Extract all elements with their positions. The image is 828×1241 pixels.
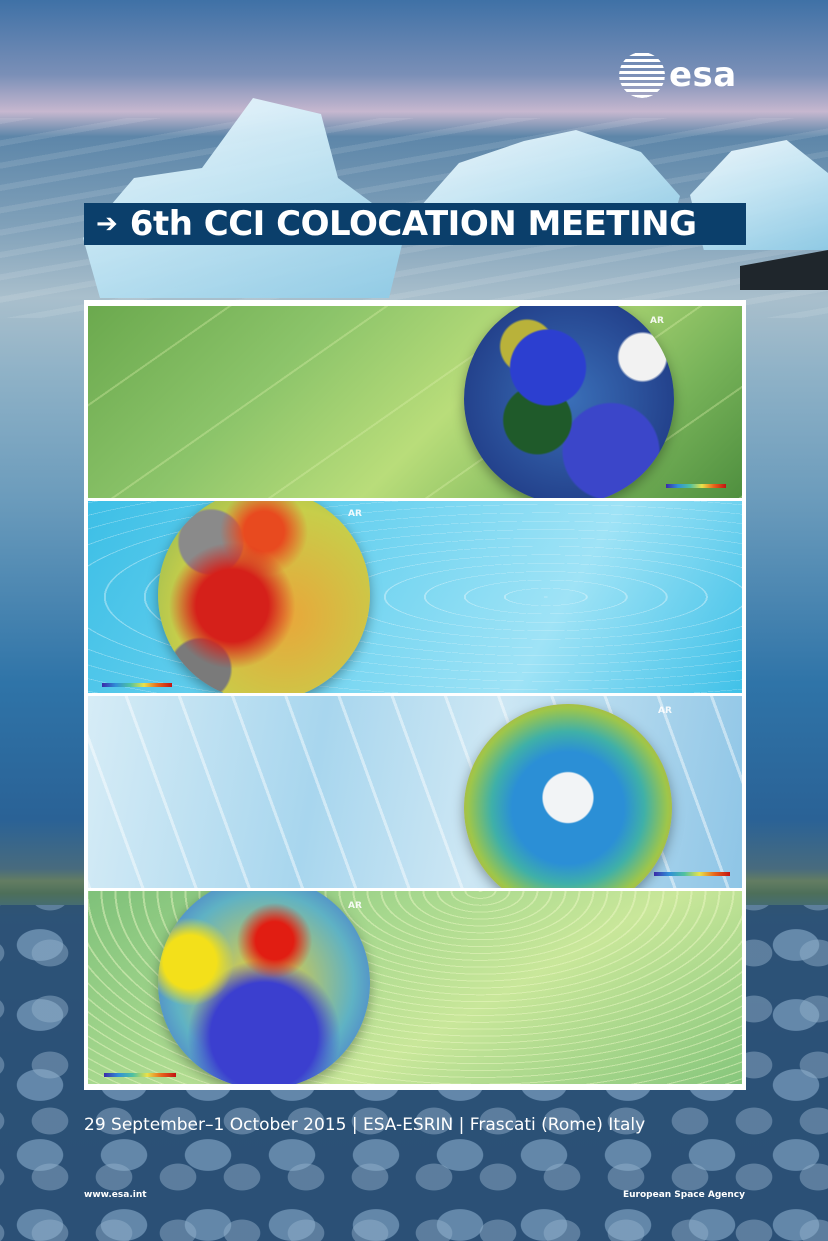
agency-name: European Space Agency xyxy=(622,1190,745,1200)
arrow-right-icon: ➔ xyxy=(96,209,118,239)
ar-label: AR xyxy=(658,706,672,716)
event-info: 29 September–1 October 2015 | ESA-ESRIN … xyxy=(84,1115,646,1135)
image-frame: AR AR AR AR xyxy=(84,300,746,1090)
sea-surface-temperature-globe xyxy=(158,501,370,693)
leaf-panel: AR xyxy=(88,306,742,498)
esa-logo-text: esa xyxy=(669,55,737,95)
antarctic-globe xyxy=(464,704,672,888)
ar-label: AR xyxy=(650,316,664,326)
ar-label: AR xyxy=(348,901,362,911)
color-scale-bar xyxy=(102,683,172,687)
website-link[interactable]: www.esa.int xyxy=(84,1190,147,1200)
soil-moisture-globe xyxy=(158,891,370,1084)
ocean-colour-globe xyxy=(464,306,674,498)
ar-label: AR xyxy=(348,509,362,519)
esa-logo-icon xyxy=(619,52,665,98)
color-scale-bar xyxy=(104,1073,176,1077)
color-scale-bar xyxy=(654,872,730,876)
water-panel: AR xyxy=(88,501,742,693)
color-scale-bar xyxy=(666,484,726,488)
esa-logo: esa xyxy=(619,52,737,98)
ice-panel: AR xyxy=(88,696,742,888)
fields-panel: AR xyxy=(88,891,742,1084)
title-bar: ➔ 6th CCI COLOCATION MEETING xyxy=(84,203,746,245)
page-title: 6th CCI COLOCATION MEETING xyxy=(129,204,697,244)
